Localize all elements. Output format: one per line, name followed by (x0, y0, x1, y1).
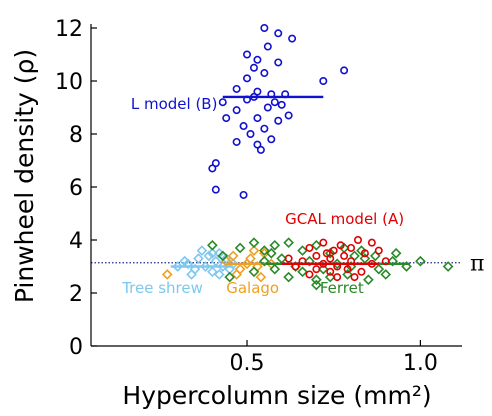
l-model-b-point-7 (341, 67, 347, 73)
y-tick-label-8: 8 (69, 123, 83, 148)
l-model-b-point-19 (220, 99, 226, 105)
l-model-b-point-0 (261, 25, 267, 31)
ferret-point-8 (312, 241, 320, 249)
tree-shrew-label: Tree shrew (121, 279, 203, 297)
gcal-model-a-label: GCAL model (A) (285, 210, 404, 228)
l-model-b-point-5 (254, 57, 260, 63)
l-model-b-label: L model (B) (131, 95, 218, 113)
l-model-b-point-21 (279, 102, 285, 108)
ferret-point-25 (382, 270, 390, 278)
ferret-point-7 (298, 246, 306, 254)
tree-shrew-point-13 (187, 270, 195, 278)
pi-reference-label: π (470, 252, 484, 277)
l-model-b-point-36 (213, 186, 219, 192)
ferret-point-34 (250, 268, 258, 276)
l-model-b-point-3 (265, 43, 271, 49)
l-model-b-point-2 (289, 35, 295, 41)
l-model-b-point-9 (261, 70, 267, 76)
l-model-b-point-4 (244, 51, 250, 57)
l-model-b-point-20 (265, 104, 271, 110)
l-model-b-point-26 (275, 118, 281, 124)
ferret-point-2 (236, 244, 244, 252)
l-model-b-point-24 (254, 115, 260, 121)
gcal-model-a-point-8 (313, 253, 319, 259)
ferret-point-28 (298, 268, 306, 276)
l-model-b-point-11 (244, 75, 250, 81)
gcal-model-a-point-22 (306, 271, 312, 277)
y-axis-label: Pinwheel density (ρ) (10, 49, 39, 303)
l-model-b-point-10 (320, 78, 326, 84)
l-model-b-point-27 (240, 123, 246, 129)
y-tick-label-12: 12 (55, 17, 83, 42)
y-tick-label-0: 0 (69, 335, 83, 360)
l-model-b-point-23 (285, 112, 291, 118)
ferret-point-15 (416, 257, 424, 265)
ferret-point-24 (375, 265, 383, 273)
ferret-point-16 (444, 262, 452, 270)
plot-area: π 0 2 4 6 8 10 12 0.5 1.0 L model (B) GCAL model (A… (55, 17, 484, 376)
gcal-model-a-point-2 (355, 237, 361, 243)
ferret-point-32 (364, 276, 372, 284)
y-tick-label-2: 2 (69, 282, 83, 307)
gcal-model-a-point-21 (358, 269, 364, 275)
gcal-model-a-point-4 (306, 245, 312, 251)
l-model-b-point-28 (261, 126, 267, 132)
galago-point-3 (236, 265, 244, 273)
l-model-b-point-35 (209, 165, 215, 171)
ferret-label: Ferret (320, 279, 364, 297)
tree-shrew-point-3 (194, 254, 202, 262)
galago-label: Galago (226, 279, 279, 297)
l-model-b-point-22 (233, 107, 239, 113)
x-tick-label-1.0: 1.0 (403, 351, 438, 376)
ferret-point-27 (284, 273, 292, 281)
ferret-point-5 (271, 241, 279, 249)
galago-point-0 (163, 270, 171, 278)
gcal-model-a-point-0 (320, 239, 326, 245)
ferret-point-37 (392, 249, 400, 257)
l-model-b-point-25 (223, 115, 229, 121)
ferret-point-6 (284, 238, 292, 246)
l-model-b-point-1 (275, 30, 281, 36)
y-axis-label-group: Pinwheel density (ρ) (10, 49, 39, 303)
tree-shrew-point-7 (212, 257, 220, 265)
l-model-b-point-32 (233, 139, 239, 145)
l-model-b-point-12 (233, 86, 239, 92)
l-model-b-point-18 (272, 99, 278, 105)
l-model-b-point-30 (268, 136, 274, 142)
gcal-model-a-point-7 (376, 247, 382, 253)
gcal-model-a-point-3 (369, 239, 375, 245)
l-model-b-point-8 (251, 65, 257, 71)
gcal-model-a-point-10 (341, 253, 347, 259)
l-model-b-point-37 (240, 192, 246, 198)
x-tick-label-0.5: 0.5 (230, 351, 265, 376)
galago-point-5 (246, 254, 254, 262)
l-model-b-point-33 (258, 147, 264, 153)
y-tick-label-6: 6 (69, 176, 83, 201)
tree-shrew-point-12 (198, 246, 206, 254)
l-model-b-point-6 (275, 59, 281, 65)
x-axis-label: Hypercolumn size (mm²) (122, 381, 431, 410)
y-tick-label-4: 4 (69, 229, 83, 254)
y-tick-label-10: 10 (55, 70, 83, 95)
l-model-b-point-29 (247, 131, 253, 137)
ferret-point-26 (271, 265, 279, 273)
